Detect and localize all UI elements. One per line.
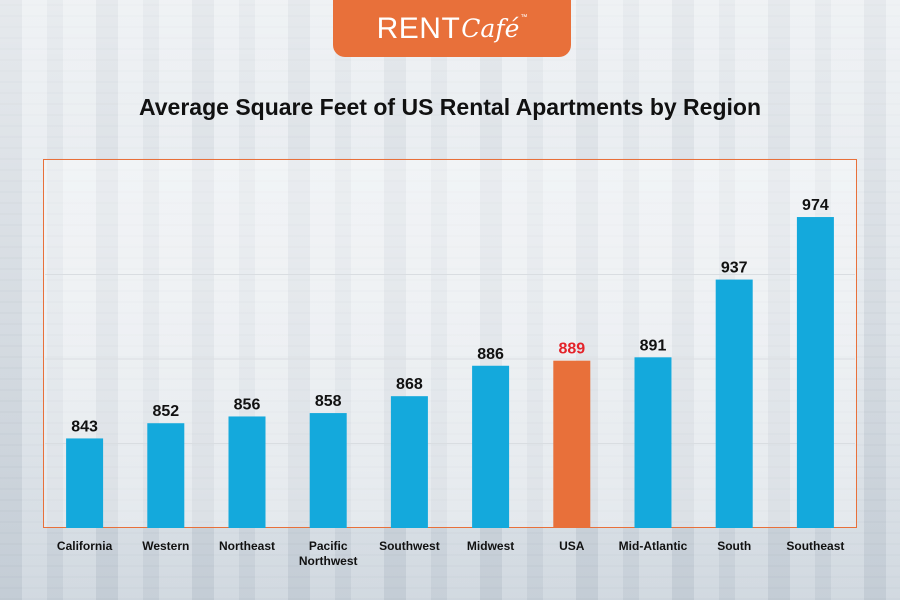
bar-usa: [553, 360, 591, 528]
value-label: 886: [477, 346, 504, 363]
category-label: Western: [142, 539, 189, 553]
value-label: 856: [234, 396, 261, 413]
bar-mid-atlantic: [634, 357, 672, 528]
chart-title: Average Square Feet of US Rental Apartme…: [139, 94, 761, 120]
category-label: Mid-Atlantic: [619, 539, 688, 553]
category-label: Pacific Northwest: [299, 539, 358, 568]
category-label-line: Southwest: [379, 539, 440, 553]
category-label: California: [57, 539, 113, 553]
category-label-line: Midwest: [467, 539, 514, 553]
category-label-line: Mid-Atlantic: [619, 539, 688, 553]
category-label-line: Pacific: [309, 539, 348, 553]
category-label-line: Northwest: [299, 554, 358, 568]
value-label: 843: [71, 418, 98, 435]
logo-rent-text: RENT: [376, 11, 461, 45]
category-label-line: California: [57, 539, 113, 553]
category-label: Northeast: [219, 539, 275, 553]
logo-cafe-text: Café: [461, 14, 520, 43]
value-label: 868: [396, 376, 423, 393]
category-label-line: Southeast: [786, 539, 844, 553]
bar-southeast: [796, 217, 834, 529]
value-label: 891: [640, 337, 667, 354]
bar-western: [147, 423, 185, 528]
category-label: Southwest: [379, 539, 440, 553]
bar-california: [66, 438, 104, 528]
category-label: South: [717, 539, 751, 553]
rentcafe-logo: RENT Café ™: [333, 0, 571, 57]
value-label: 889: [558, 341, 585, 358]
bar-northeast: [228, 416, 266, 528]
bar-southwest: [390, 396, 428, 528]
category-label: Midwest: [467, 539, 514, 553]
value-label: 974: [802, 197, 829, 214]
bar-pacific-northwest: [309, 413, 347, 528]
bar-south: [715, 279, 753, 528]
category-label-line: Northeast: [219, 539, 275, 553]
category-label: Southeast: [786, 539, 844, 553]
category-label-line: USA: [559, 539, 585, 553]
value-label: 852: [152, 403, 179, 420]
logo-trademark: ™: [520, 14, 528, 21]
bar-midwest: [472, 365, 510, 528]
value-label: 858: [315, 393, 342, 410]
category-label-line: South: [717, 539, 751, 553]
category-label: USA: [559, 539, 585, 553]
value-label: 937: [721, 260, 748, 277]
category-label-line: Western: [142, 539, 189, 553]
